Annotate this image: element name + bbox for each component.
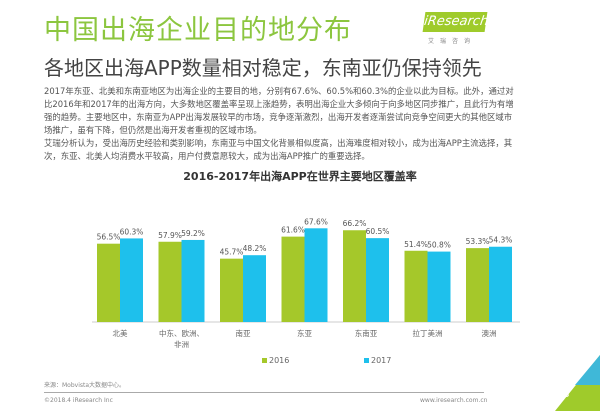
copyright: ©2018.4 iResearch Inc <box>44 397 113 404</box>
legend-label: 2017 <box>371 356 392 365</box>
chart-title: 2016-2017年出海APP在世界主要地区覆盖率 <box>183 170 417 183</box>
paragraph: 艾瑞分析认为，受出海历史经验和类别影响，东南亚与中国文化背景相似度高，出海难度相… <box>44 138 513 161</box>
page-subtitle: 各地区出海APP数量相对稳定，东南亚仍保持领先 <box>44 56 482 80</box>
legend-2017: 2017 <box>364 356 391 365</box>
data-label: 50.8% <box>427 241 451 250</box>
bar-2016 <box>97 243 120 322</box>
body-text: 2017年东亚、北美和东南亚地区为出海企业的主要目的地，分别有67.6%、60.… <box>44 85 514 163</box>
category-label: 东亚 <box>297 328 312 338</box>
bar-2016 <box>466 248 489 322</box>
category-label: 拉丁美洲 <box>413 328 443 338</box>
website: www.iresearch.com.cn <box>420 397 488 404</box>
bar-2016 <box>281 236 305 322</box>
category-label: 东南亚 <box>355 328 378 338</box>
category-label: 南亚 <box>236 328 251 338</box>
bar-2016 <box>343 230 366 322</box>
bar-2016 <box>404 250 428 322</box>
data-label: 45.7% <box>220 248 244 257</box>
legend-swatch <box>262 358 267 363</box>
bar-2017 <box>427 251 451 322</box>
data-label: 57.9% <box>158 231 182 240</box>
data-label: 67.6% <box>304 217 328 226</box>
category-label: 澳洲 <box>482 328 497 338</box>
corner-decoration <box>555 355 600 411</box>
logo-subtitle: 艾瑞咨询 <box>428 38 477 45</box>
legend-swatch <box>364 358 369 363</box>
data-label: 61.6% <box>281 226 305 235</box>
bar-2017 <box>181 239 205 322</box>
source-note: 来源：Mobvista大数据中心。 <box>44 382 126 389</box>
legend-2016: 2016 <box>262 356 289 365</box>
paragraph: 2017年东亚、北美和东南亚地区为出海企业的主要目的地，分别有67.6%、60.… <box>44 86 514 135</box>
data-label: 60.5% <box>366 227 390 236</box>
footer-divider <box>44 392 484 393</box>
bar-2017 <box>120 238 143 322</box>
bar-2016 <box>220 258 243 322</box>
bar-2016 <box>158 241 182 322</box>
category-label: 北美 <box>113 328 128 338</box>
category-label: 非洲 <box>174 339 189 349</box>
bar-2017 <box>243 255 266 322</box>
data-label: 66.2% <box>343 219 367 228</box>
data-label: 53.3% <box>466 237 490 246</box>
page-title: 中国出海企业目的地分布 <box>44 15 352 46</box>
data-label: 51.4% <box>404 240 428 249</box>
legend-label: 2016 <box>269 356 290 365</box>
page-number: 13 <box>558 390 570 400</box>
data-label: 60.3% <box>120 227 144 236</box>
category-label: 中东、欧洲、 <box>159 328 204 338</box>
bar-2017 <box>489 246 512 322</box>
data-label: 59.2% <box>181 229 205 238</box>
bar-2017 <box>304 228 328 322</box>
data-label: 48.2% <box>243 244 267 253</box>
bar-2017 <box>366 238 389 322</box>
data-label: 56.5% <box>97 233 121 242</box>
data-label: 54.3% <box>489 236 513 245</box>
